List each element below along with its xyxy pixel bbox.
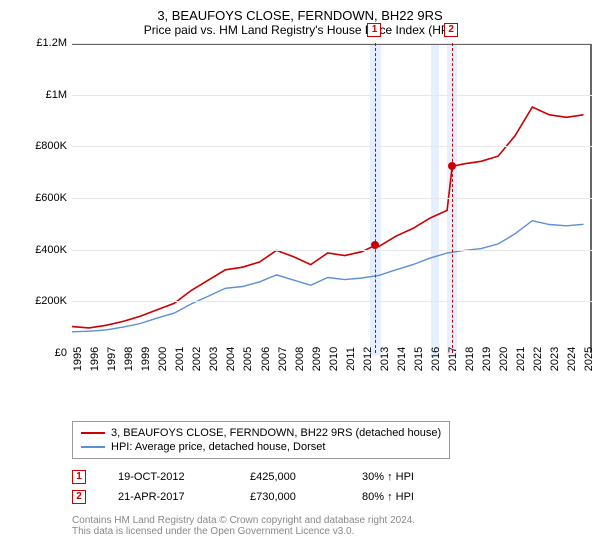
y-tick-label: £1M	[46, 89, 67, 101]
chart-subtitle: Price paid vs. HM Land Registry's House …	[12, 23, 588, 37]
legend-label: 3, BEAUFOYS CLOSE, FERNDOWN, BH22 9RS (d…	[111, 427, 441, 439]
gridline	[72, 250, 592, 251]
legend-swatch	[81, 446, 105, 448]
y-tick-label: £800K	[35, 140, 67, 152]
sale-price: £425,000	[250, 471, 330, 483]
sale-row-marker: 1	[72, 470, 86, 484]
gridline	[72, 43, 592, 44]
y-tick-label: £200K	[35, 295, 67, 307]
sale-price: £730,000	[250, 491, 330, 503]
sale-row: 1 19-OCT-2012 £425,000 30% ↑ HPI	[72, 467, 588, 487]
sale-date: 19-OCT-2012	[118, 471, 218, 483]
footer-line2: This data is licensed under the Open Gov…	[72, 526, 588, 537]
footer-line1: Contains HM Land Registry data © Crown c…	[72, 515, 588, 526]
gridline	[72, 146, 592, 147]
sale-delta: 30% ↑ HPI	[362, 471, 414, 483]
y-tick-label: £0	[55, 347, 67, 359]
sale-vline	[452, 43, 453, 353]
chart-title: 3, BEAUFOYS CLOSE, FERNDOWN, BH22 9RS	[12, 8, 588, 23]
sale-marker-box: 2	[444, 23, 458, 37]
series-property	[72, 107, 584, 328]
chart-container: 3, BEAUFOYS CLOSE, FERNDOWN, BH22 9RS Pr…	[0, 0, 600, 560]
footer-attribution: Contains HM Land Registry data © Crown c…	[72, 515, 588, 537]
gridline	[72, 95, 592, 96]
chart-area: £0£200K£400K£600K£800K£1M£1.2M 199519961…	[32, 43, 592, 383]
line-svg	[72, 45, 592, 355]
sale-row: 2 21-APR-2017 £730,000 80% ↑ HPI	[72, 487, 588, 507]
sale-vline	[375, 43, 376, 353]
gridline	[72, 198, 592, 199]
sale-marker-box: 1	[367, 23, 381, 37]
sale-date: 21-APR-2017	[118, 491, 218, 503]
y-tick-label: £400K	[35, 244, 67, 256]
y-tick-label: £600K	[35, 192, 67, 204]
legend-row: 3, BEAUFOYS CLOSE, FERNDOWN, BH22 9RS (d…	[81, 426, 441, 440]
y-tick-label: £1.2M	[36, 37, 67, 49]
legend-swatch	[81, 432, 105, 434]
sale-delta: 80% ↑ HPI	[362, 491, 414, 503]
gridline	[72, 301, 592, 302]
legend-label: HPI: Average price, detached house, Dors…	[111, 441, 325, 453]
series-hpi	[72, 221, 584, 332]
legend: 3, BEAUFOYS CLOSE, FERNDOWN, BH22 9RS (d…	[72, 421, 450, 459]
sale-row-marker: 2	[72, 490, 86, 504]
legend-row: HPI: Average price, detached house, Dors…	[81, 440, 441, 454]
sales-table: 1 19-OCT-2012 £425,000 30% ↑ HPI 2 21-APR-201…	[72, 467, 588, 507]
x-tick-label: 2025	[583, 347, 600, 371]
